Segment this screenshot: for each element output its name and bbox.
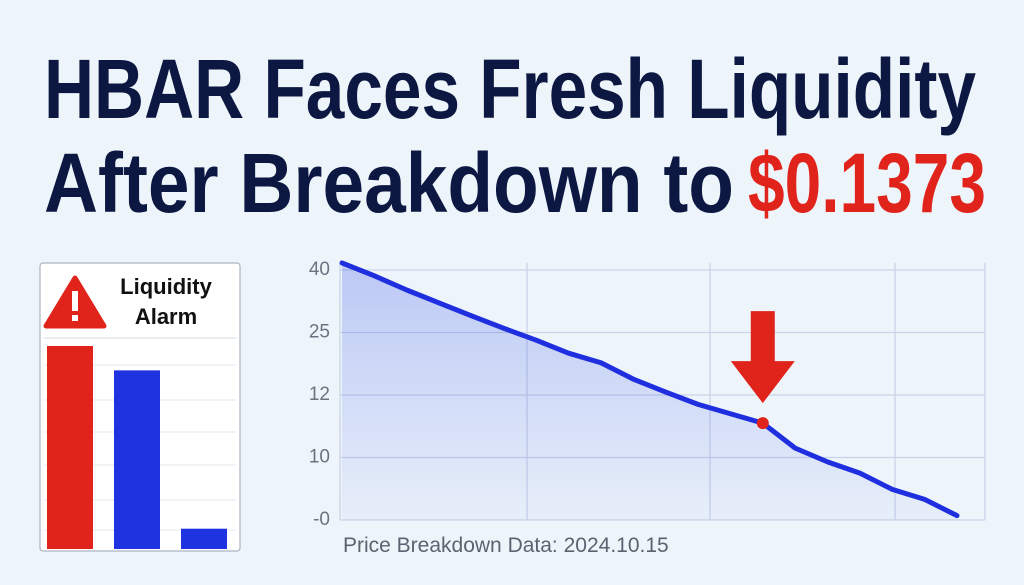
bar xyxy=(114,370,160,549)
y-tick-label: 40 xyxy=(309,259,330,280)
y-tick-label: 25 xyxy=(309,322,330,343)
bar-chart xyxy=(44,346,236,549)
y-tick-label: -0 xyxy=(313,509,330,530)
headline-highlight: $0.1373 xyxy=(748,136,986,230)
headline-line1: HBAR Faces Fresh Liquidity xyxy=(44,42,976,136)
y-tick-label: 12 xyxy=(309,384,330,405)
bar-chart-title: Liquidity Alarm xyxy=(120,274,212,329)
breakdown-arrow xyxy=(730,311,795,404)
price-line xyxy=(339,260,960,519)
breakdown-point xyxy=(756,417,769,430)
headline-line2: After Breakdown to xyxy=(44,136,734,230)
bar xyxy=(181,528,227,549)
bar xyxy=(47,346,93,549)
warning-icon xyxy=(43,275,107,329)
y-tick-label: 10 xyxy=(309,447,330,468)
line-chart: 40 25 12 10 -0 Price Breakdown Data: 2024.10.… xyxy=(309,259,986,557)
chart-caption: Price Breakdown Data: 2024.10.15 xyxy=(343,534,669,557)
